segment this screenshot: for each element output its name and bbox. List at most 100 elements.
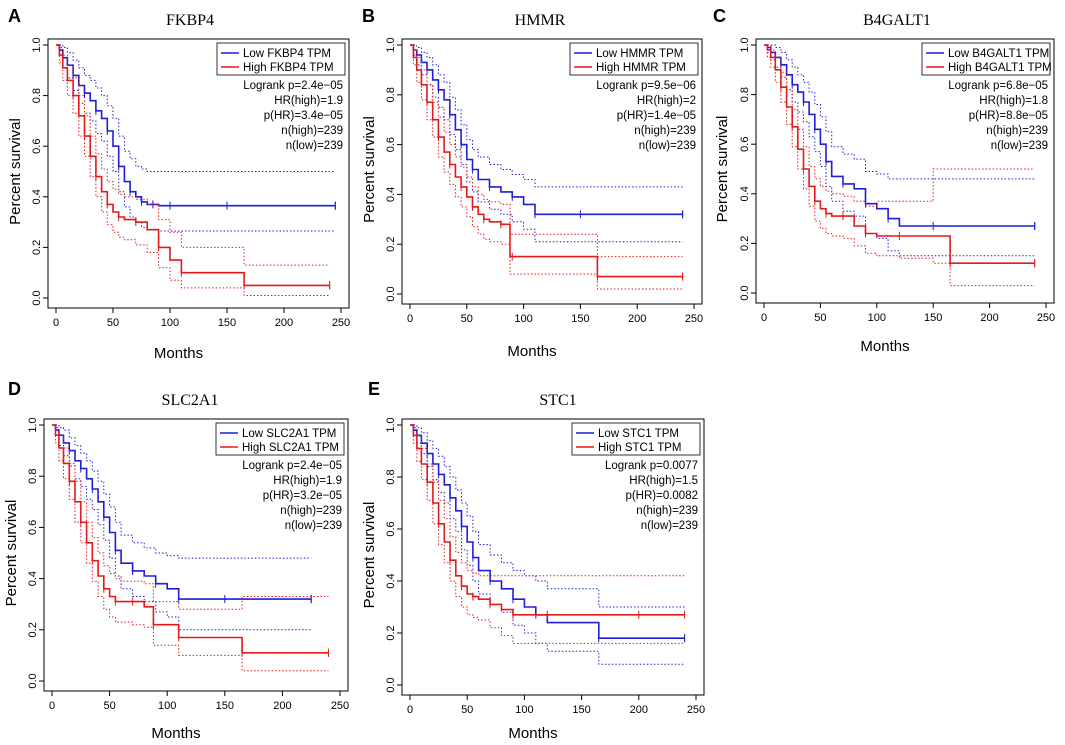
panel-title: SLC2A1 bbox=[162, 392, 219, 409]
x-axis-label: Months bbox=[860, 338, 909, 355]
x-tick-label: 50 bbox=[461, 704, 473, 716]
x-tick-label: 50 bbox=[103, 700, 115, 712]
x-tick-label: 100 bbox=[515, 704, 533, 716]
y-axis-label: Percent survival bbox=[7, 118, 24, 225]
stat-line: n(high)=239 bbox=[986, 125, 1048, 137]
x-tick-label: 200 bbox=[275, 317, 293, 329]
legend-label-low: Low SLC2A1 TPM bbox=[242, 428, 336, 440]
stat-line: Logrank p=6.8e−05 bbox=[948, 80, 1048, 92]
ci-lower-low bbox=[764, 44, 1035, 257]
y-tick-label: 0.6 bbox=[31, 139, 43, 154]
y-tick-label: 0.2 bbox=[739, 236, 751, 251]
y-axis-label: Percent survival bbox=[361, 116, 378, 223]
y-tick-label: 0.0 bbox=[385, 286, 397, 301]
y-tick-label: 0.0 bbox=[27, 673, 39, 688]
stat-line: p(HR)=3.4e−05 bbox=[264, 110, 343, 122]
survival-curve-low bbox=[410, 424, 685, 639]
ci-upper-low bbox=[52, 424, 312, 559]
ci-upper-low bbox=[410, 424, 685, 608]
survival-curve-high bbox=[56, 44, 330, 287]
x-tick-label: 250 bbox=[1037, 312, 1055, 324]
stat-line: n(high)=239 bbox=[280, 505, 342, 517]
x-tick-label: 100 bbox=[158, 700, 176, 712]
stat-line: HR(high)=1.5 bbox=[629, 475, 698, 487]
stat-line: HR(high)=1.9 bbox=[273, 475, 342, 487]
y-axis-label: Percent survival bbox=[714, 116, 731, 223]
survival-curve-high bbox=[764, 44, 1035, 264]
ci-upper-high bbox=[56, 44, 330, 266]
stat-line: Logrank p=2.4e−05 bbox=[243, 80, 343, 92]
x-tick-label: 250 bbox=[332, 317, 350, 329]
y-tick-label: 1.0 bbox=[385, 417, 397, 432]
legend-label-low: Low FKBP4 TPM bbox=[243, 48, 331, 60]
legend-label-high: High FKBP4 TPM bbox=[243, 62, 334, 74]
x-tick-label: 250 bbox=[687, 704, 705, 716]
y-tick-label: 0.2 bbox=[31, 240, 43, 255]
ci-lower-high bbox=[410, 424, 685, 644]
y-tick-label: 0.6 bbox=[27, 520, 39, 535]
x-tick-label: 0 bbox=[761, 312, 767, 324]
x-tick-label: 50 bbox=[814, 312, 826, 324]
legend-label-low: Low HMMR TPM bbox=[596, 48, 683, 60]
x-axis-label: Months bbox=[507, 343, 556, 360]
y-tick-label: 0.4 bbox=[739, 186, 751, 201]
x-tick-label: 50 bbox=[107, 317, 119, 329]
x-tick-label: 200 bbox=[980, 312, 998, 324]
legend-label-low: Low STC1 TPM bbox=[598, 428, 679, 440]
y-tick-label: 0.2 bbox=[27, 622, 39, 637]
legend-box bbox=[215, 422, 345, 456]
y-tick-label: 0.0 bbox=[385, 677, 397, 692]
plot-frame bbox=[755, 38, 1055, 304]
plot-frame bbox=[47, 38, 350, 309]
y-tick-label: 0.8 bbox=[739, 87, 751, 102]
y-tick-label: 0.6 bbox=[385, 521, 397, 536]
stat-line: n(high)=239 bbox=[636, 505, 698, 517]
y-tick-label: 0.0 bbox=[31, 290, 43, 305]
stat-line: n(low)=239 bbox=[641, 520, 698, 532]
stat-line: n(low)=239 bbox=[285, 520, 342, 532]
y-tick-label: 0.8 bbox=[27, 469, 39, 484]
stat-line: HR(high)=1.9 bbox=[274, 95, 343, 107]
legend-box bbox=[569, 42, 699, 76]
panel-letter: E bbox=[368, 379, 380, 399]
legend-box bbox=[571, 422, 701, 456]
legend-label-high: High SLC2A1 TPM bbox=[242, 442, 339, 454]
stat-line: Logrank p=2.4e−05 bbox=[242, 460, 342, 472]
panel-letter: C bbox=[713, 6, 726, 26]
y-axis-label: Percent survival bbox=[361, 502, 378, 609]
stat-line: Logrank p=0.0077 bbox=[605, 460, 698, 472]
stat-line: n(high)=239 bbox=[281, 125, 343, 137]
x-axis-label: Months bbox=[508, 725, 557, 742]
legend-label-high: High HMMR TPM bbox=[596, 62, 686, 74]
y-tick-label: 1.0 bbox=[31, 37, 43, 52]
ci-upper-high bbox=[410, 424, 685, 577]
y-tick-label: 0.4 bbox=[385, 573, 397, 588]
panel-letter: B bbox=[362, 6, 375, 26]
stat-line: p(HR)=0.0082 bbox=[625, 490, 698, 502]
stat-line: p(HR)=1.4e−05 bbox=[617, 110, 696, 122]
y-tick-label: 1.0 bbox=[27, 417, 39, 432]
y-tick-label: 0.4 bbox=[27, 571, 39, 586]
x-tick-label: 150 bbox=[572, 704, 590, 716]
legend-label-high: High B4GALT1 TPM bbox=[948, 62, 1052, 74]
panel-title: B4GALT1 bbox=[863, 12, 931, 29]
y-tick-label: 0.6 bbox=[739, 137, 751, 152]
survival-curve-high bbox=[410, 424, 685, 616]
km-panel-a: A FKBP4 0.0 0.2 0.4 0.6 0.8 1.0 0 50 100 150 200 250 P… bbox=[7, 6, 350, 362]
km-panel-c: C B4GALT1 0.0 0.2 0.4 0.6 0.8 1.0 0 50 100 150 200 25… bbox=[713, 6, 1055, 355]
y-axis-label: Percent survival bbox=[3, 500, 20, 607]
y-tick-label: 0.2 bbox=[385, 625, 397, 640]
legend-label-high: High STC1 TPM bbox=[598, 442, 682, 454]
x-tick-label: 100 bbox=[868, 312, 886, 324]
y-tick-label: 1.0 bbox=[385, 37, 397, 52]
legend-box bbox=[216, 42, 346, 76]
y-tick-label: 0.6 bbox=[385, 137, 397, 152]
plot-frame bbox=[401, 38, 703, 305]
x-tick-label: 50 bbox=[461, 313, 473, 325]
km-panel-b: B HMMR 0.0 0.2 0.4 0.6 0.8 1.0 0 50 100 150 200 250 Pe… bbox=[361, 6, 703, 360]
x-tick-label: 200 bbox=[630, 704, 648, 716]
stat-line: n(high)=239 bbox=[634, 125, 696, 137]
x-axis-label: Months bbox=[154, 345, 203, 362]
